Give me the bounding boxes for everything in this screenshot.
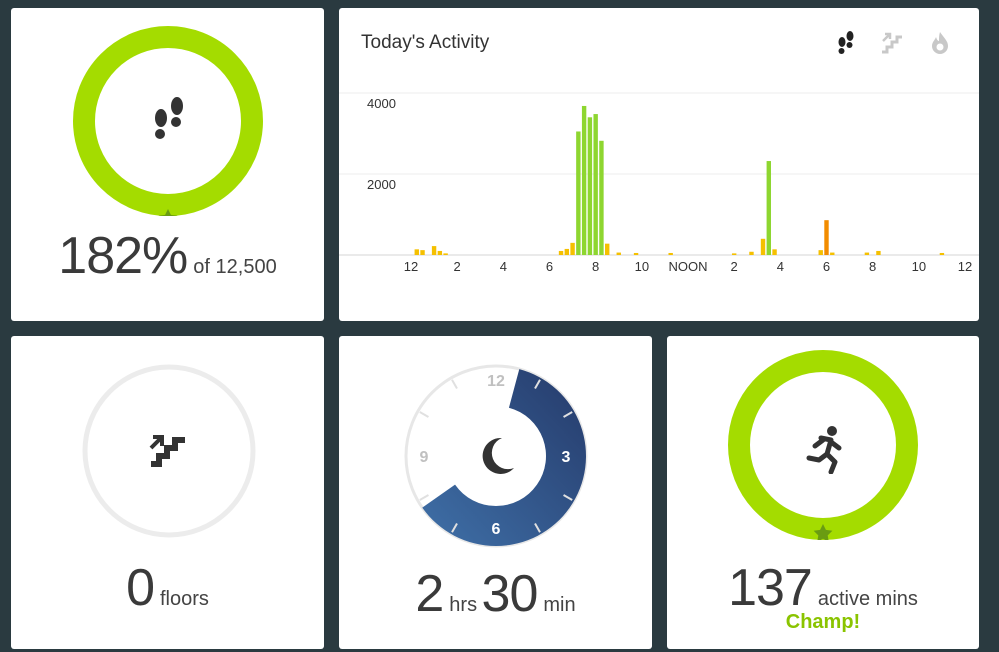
chart-bar bbox=[633, 252, 639, 255]
chart-bar bbox=[593, 114, 598, 255]
floors-toggle-icon[interactable] bbox=[880, 30, 906, 56]
sleep-stat: 2 hrs 30 min bbox=[339, 564, 652, 624]
chart-bar bbox=[605, 243, 610, 255]
x-tick-label: 8 bbox=[592, 259, 599, 274]
x-tick-label: 4 bbox=[777, 259, 784, 274]
chart-bar bbox=[824, 220, 829, 255]
dial-tick bbox=[419, 411, 429, 418]
steps-percent: 182% bbox=[58, 227, 188, 285]
chart-bar bbox=[818, 250, 823, 255]
dial-tick bbox=[419, 494, 429, 501]
chart-bar bbox=[570, 242, 575, 255]
chart-bar bbox=[599, 140, 604, 255]
calories-toggle-icon[interactable] bbox=[927, 30, 953, 56]
chart-bar bbox=[830, 252, 835, 255]
dial-tick bbox=[451, 379, 458, 389]
chart-bar bbox=[616, 252, 621, 255]
sleep-arc bbox=[422, 369, 586, 546]
x-tick-label: 2 bbox=[454, 259, 461, 274]
activity-chart: 4000 2000 12 2 4 6 8 10 NOON 2 4 6 8 10 12 bbox=[339, 92, 979, 274]
sleep-hours-unit: hrs bbox=[449, 594, 478, 616]
x-tick-label: 12 bbox=[404, 259, 418, 274]
chart-bar bbox=[766, 161, 771, 255]
x-tick-label: 2 bbox=[731, 259, 738, 274]
chart-bar bbox=[431, 246, 437, 255]
chart-bar bbox=[414, 249, 419, 255]
goal-star-icon bbox=[813, 524, 833, 540]
moon-icon bbox=[482, 437, 514, 474]
activity-title: Today's Activity bbox=[361, 32, 490, 53]
floors-stat: 0 floors bbox=[11, 558, 324, 618]
dial-tick bbox=[451, 523, 458, 533]
steps-toggle-icon[interactable] bbox=[833, 30, 859, 56]
chart-bar bbox=[558, 250, 564, 255]
chart-bar bbox=[731, 253, 737, 255]
active-minutes-stat: 137 active mins bbox=[667, 558, 979, 618]
x-tick-label: 6 bbox=[823, 259, 830, 274]
dial-tick bbox=[534, 379, 541, 389]
chart-bar bbox=[668, 252, 673, 255]
chart-bar bbox=[581, 105, 587, 256]
sleep-dial: 12 3 6 9 bbox=[404, 364, 588, 548]
floors-value: 0 bbox=[126, 559, 155, 617]
chart-bar bbox=[576, 131, 581, 255]
steps-stat: 182% of 12,500 bbox=[11, 226, 324, 286]
steps-tile[interactable]: 182% of 12,500 bbox=[11, 8, 324, 321]
active-minutes-value: 137 bbox=[728, 559, 813, 617]
chart-bar bbox=[420, 250, 425, 255]
stairs-icon bbox=[149, 435, 185, 467]
champ-badge: Champ! bbox=[785, 611, 861, 633]
active-minutes-tile[interactable]: 137 active mins Champ! bbox=[667, 336, 979, 649]
chart-bar bbox=[443, 253, 448, 255]
chart-bar bbox=[587, 117, 593, 255]
chart-bar bbox=[772, 249, 777, 255]
floors-progress-ring bbox=[82, 364, 256, 538]
sleep-tile[interactable]: 12 3 6 9 2 hrs 30 min bbox=[339, 336, 652, 649]
floors-unit: floors bbox=[160, 588, 209, 610]
active-minutes-unit: active mins bbox=[817, 588, 918, 610]
chart-bar bbox=[749, 251, 754, 255]
dial-label-9: 9 bbox=[420, 449, 429, 466]
x-tick-label: 6 bbox=[546, 259, 553, 274]
dial-label-6: 6 bbox=[492, 521, 501, 538]
x-tick-label: 10 bbox=[912, 259, 926, 274]
activity-tile[interactable]: Today's Activity 4000 2000 12 2 4 6 8 10 NOON 2 4 6… bbox=[339, 8, 979, 321]
x-tick-label: 8 bbox=[869, 259, 876, 274]
chart-bar bbox=[437, 250, 443, 255]
y-tick-label: 4000 bbox=[367, 96, 396, 111]
dial-label-3: 3 bbox=[562, 449, 571, 466]
dial-tick bbox=[563, 494, 573, 501]
dial-label-12: 12 bbox=[487, 373, 505, 390]
footsteps-icon bbox=[155, 97, 183, 139]
active-minutes-progress-ring bbox=[728, 350, 918, 540]
chart-bar bbox=[564, 248, 570, 255]
goal-star-icon bbox=[158, 209, 178, 216]
floors-tile[interactable]: 0 floors bbox=[11, 336, 324, 649]
chart-bar bbox=[876, 250, 881, 255]
sleep-minutes: 30 bbox=[481, 565, 539, 623]
steps-goal: of 12,500 bbox=[193, 256, 277, 278]
x-tick-label: 12 bbox=[958, 259, 972, 274]
dial-tick bbox=[563, 411, 573, 418]
y-tick-label: 2000 bbox=[367, 177, 396, 192]
chart-bar bbox=[760, 238, 766, 255]
dial-tick bbox=[534, 523, 541, 533]
sleep-minutes-unit: min bbox=[543, 594, 576, 616]
running-icon bbox=[806, 426, 842, 474]
x-tick-label: 4 bbox=[500, 259, 507, 274]
steps-progress-ring bbox=[73, 26, 263, 216]
x-tick-label: 10 bbox=[635, 259, 649, 274]
chart-bar bbox=[939, 252, 945, 255]
x-tick-label: NOON bbox=[669, 259, 708, 274]
chart-bar bbox=[864, 252, 870, 255]
sleep-hours: 2 bbox=[415, 565, 444, 623]
